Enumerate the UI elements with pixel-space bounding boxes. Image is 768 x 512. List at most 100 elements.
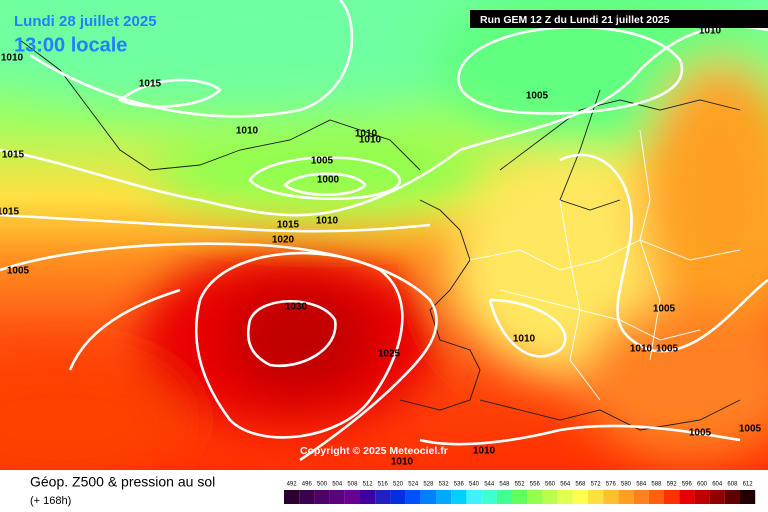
- forecast-date: Lundi 28 juillet 2025: [14, 13, 157, 30]
- legend-swatch: [740, 490, 756, 504]
- legend-swatch: [679, 490, 695, 504]
- isobar-label: 1015: [139, 79, 162, 90]
- isobar-label: 1005: [653, 304, 676, 315]
- footer-lead: (+ 168h): [30, 495, 71, 507]
- legend-swatch: [329, 490, 345, 504]
- legend-label: 584: [636, 482, 647, 488]
- legend-swatch: [633, 490, 649, 504]
- legend-swatch: [527, 490, 543, 504]
- legend-swatch: [420, 490, 436, 504]
- legend-label: 520: [393, 482, 404, 488]
- legend-swatch: [284, 490, 300, 504]
- legend-label: 512: [363, 482, 374, 488]
- isobar-label: 1005: [739, 424, 762, 435]
- run-banner: [470, 10, 768, 28]
- legend-swatch: [709, 490, 725, 504]
- legend-label: 572: [591, 482, 602, 488]
- isobar-label: 1025: [378, 349, 401, 360]
- isobar-label: 1015: [2, 150, 25, 161]
- isobar-label: 1000: [317, 175, 340, 186]
- legend-label: 536: [454, 482, 465, 488]
- isobar-label: 1010: [513, 334, 536, 345]
- legend-swatch: [664, 490, 680, 504]
- legend-label: 576: [606, 482, 617, 488]
- legend-swatch: [344, 490, 360, 504]
- isobar-label: 1010: [630, 344, 653, 355]
- isobar-label: 1005: [656, 344, 679, 355]
- forecast-time: 13:00 locale: [14, 34, 127, 56]
- map-background: [0, 0, 768, 480]
- legend-label: 508: [347, 482, 358, 488]
- legend-swatch: [314, 490, 330, 504]
- legend-label: 612: [743, 482, 754, 488]
- legend-label: 500: [317, 482, 328, 488]
- isobars: [0, 0, 768, 460]
- legend-label: 608: [727, 482, 738, 488]
- legend-label: 592: [667, 482, 678, 488]
- legend-swatch: [588, 490, 604, 504]
- isobar-label: 1010: [699, 26, 722, 37]
- legend-swatch: [466, 490, 482, 504]
- isobar-label: 1015: [0, 207, 20, 218]
- run-info: Run GEM 12 Z du Lundi 21 juillet 2025: [480, 14, 670, 26]
- legend-label: 552: [515, 482, 526, 488]
- legend-swatch: [618, 490, 634, 504]
- isobar-label: 1010: [359, 135, 382, 146]
- isobar-label: 1005: [689, 428, 712, 439]
- isobar-label: 1005: [526, 91, 549, 102]
- legend-swatch: [542, 490, 558, 504]
- legend-label: 580: [621, 482, 632, 488]
- legend-label: 524: [408, 482, 419, 488]
- legend-label: 548: [499, 482, 510, 488]
- legend-label: 588: [651, 482, 662, 488]
- footer-title: Géop. Z500 & pression au sol: [30, 474, 215, 490]
- isobar-label: 1015: [277, 220, 300, 231]
- legend-label: 528: [423, 482, 434, 488]
- legend-swatch: [481, 490, 497, 504]
- legend-label: 492: [287, 482, 298, 488]
- isobar-label: 1010: [473, 446, 496, 457]
- legend-swatch: [694, 490, 710, 504]
- legend-label: 600: [697, 482, 708, 488]
- legend-swatch: [512, 490, 528, 504]
- isobar-label: 1010: [1, 53, 24, 64]
- copyright: Copyright © 2025 Meteociel.fr: [300, 445, 448, 457]
- legend-swatch: [405, 490, 421, 504]
- isobar-label: 1030: [285, 302, 308, 313]
- legend-label: 568: [575, 482, 586, 488]
- isobar-label: 1010: [355, 129, 378, 140]
- isobar-label: 1020: [272, 235, 295, 246]
- legend-swatch: [451, 490, 467, 504]
- legend-label: 504: [332, 482, 343, 488]
- legend-swatch: [572, 490, 588, 504]
- legend-swatch: [557, 490, 573, 504]
- legend-label: 496: [302, 482, 313, 488]
- legend-label: 560: [545, 482, 556, 488]
- color-legend: 492 496 500 504 508 512 516 520 524 528 532 536 540 5…: [284, 482, 756, 504]
- legend-swatch: [390, 490, 406, 504]
- legend-label: 516: [378, 482, 389, 488]
- legend-label: 544: [484, 482, 495, 488]
- legend-label: 604: [712, 482, 723, 488]
- legend-swatch: [496, 490, 512, 504]
- isobar-label: 1010: [236, 126, 259, 137]
- legend-swatch: [436, 490, 452, 504]
- isobar-label: 1010: [391, 457, 414, 468]
- legend-swatch: [375, 490, 391, 504]
- isobar-label: 1010: [316, 216, 339, 227]
- legend-swatch: [603, 490, 619, 504]
- legend-label: 596: [682, 482, 693, 488]
- isobar-label: 1005: [311, 156, 334, 167]
- isobar-label: 1005: [7, 266, 30, 277]
- legend-swatch: [724, 490, 740, 504]
- legend-swatch: [648, 490, 664, 504]
- legend-swatch: [360, 490, 376, 504]
- legend-label: 532: [439, 482, 450, 488]
- legend-swatch: [299, 490, 315, 504]
- borders: [469, 129, 741, 401]
- legend-label: 556: [530, 482, 541, 488]
- legend-label: 564: [560, 482, 571, 488]
